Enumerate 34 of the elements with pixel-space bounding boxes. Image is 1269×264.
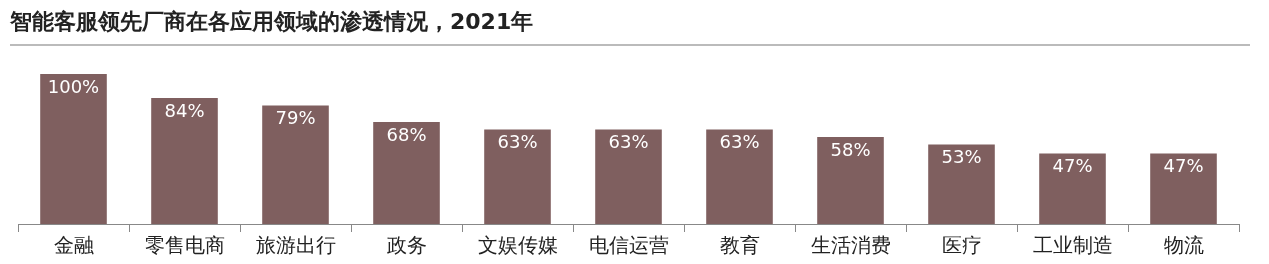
x-tick-label: 工业制造	[1032, 233, 1113, 258]
data-label: 47%	[1163, 155, 1204, 177]
bar	[1039, 153, 1106, 224]
data-label: 63%	[719, 131, 760, 153]
x-tick-label: 生活消费	[810, 233, 891, 258]
bar	[817, 137, 884, 224]
x-tick-label: 物流	[1163, 233, 1204, 258]
x-tick-label: 电信运营	[588, 233, 669, 258]
x-tick-label: 教育	[719, 233, 760, 258]
bar	[484, 129, 551, 224]
bar	[1150, 153, 1217, 224]
x-tick-label: 零售电商	[144, 233, 225, 258]
x-tick-label: 文娱传媒	[477, 233, 558, 258]
bar	[595, 129, 662, 224]
x-tick-label: 旅游出行	[255, 233, 336, 258]
data-label: 79%	[275, 107, 316, 129]
data-label: 100%	[47, 75, 100, 97]
chart-title: 智能客服领先厂商在各应用领域的渗透情况，2021年	[9, 8, 535, 36]
bar	[706, 129, 773, 224]
data-label: 63%	[608, 131, 649, 153]
data-label: 63%	[497, 131, 538, 153]
data-label: 84%	[164, 99, 205, 121]
data-label: 68%	[386, 123, 427, 145]
x-tick-label: 医疗	[941, 233, 982, 258]
bar	[928, 144, 995, 224]
x-tick-label: 金融	[53, 233, 94, 258]
data-label: 53%	[941, 146, 982, 168]
data-label: 58%	[830, 138, 871, 160]
bar	[151, 98, 218, 224]
x-tick-label: 政务	[386, 233, 427, 258]
data-label: 47%	[1052, 155, 1093, 177]
bar	[262, 105, 329, 224]
bar	[40, 74, 107, 224]
bar	[373, 122, 440, 224]
